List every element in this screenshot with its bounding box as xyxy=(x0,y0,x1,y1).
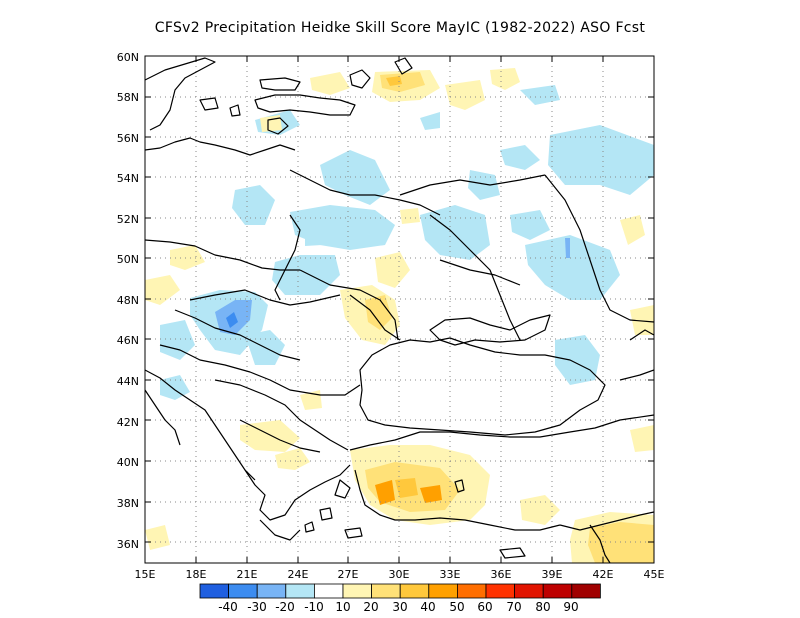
lon-tick-label: 21E xyxy=(237,568,258,581)
lat-labels: 36N 38N 40N 42N 44N 46N 48N 50N 52N 54N … xyxy=(117,51,139,551)
colorbar-label: -20 xyxy=(275,600,295,614)
colorbar-swatch xyxy=(342,583,373,599)
lat-tick-label: 58N xyxy=(117,91,139,104)
lon-labels: 15E 18E 21E 24E 27E 30E 33E 36E 39E 42E … xyxy=(135,568,665,581)
colorbar-label: 30 xyxy=(392,600,407,614)
colorbar-swatch xyxy=(542,583,573,599)
colorbar-swatch xyxy=(399,583,430,599)
lat-tick-label: 44N xyxy=(117,375,139,388)
colorbar-swatch xyxy=(313,583,344,599)
lat-tick-label: 52N xyxy=(117,213,139,226)
colorbar-swatch xyxy=(571,583,601,599)
lat-tick-label: 60N xyxy=(117,51,139,64)
lon-tick-label: 39E xyxy=(542,568,563,581)
lat-tick-label: 36N xyxy=(117,538,139,551)
colorbar-swatch xyxy=(514,583,544,599)
colorbar-swatch xyxy=(371,583,401,599)
lon-tick-label: 36E xyxy=(491,568,512,581)
positive-skill-core xyxy=(365,72,654,563)
colorbar-label: 10 xyxy=(335,600,350,614)
lat-tick-label: 42N xyxy=(117,416,139,429)
lat-tick-label: 38N xyxy=(117,497,139,510)
colorbar-label: 40 xyxy=(420,600,435,614)
colorbar-swatch xyxy=(428,583,458,599)
colorbar-label: -30 xyxy=(247,600,267,614)
colorbar-labels: -40 -30 -20 -10 10 20 30 40 50 60 70 80 … xyxy=(218,600,578,614)
colorbar-swatch xyxy=(456,583,487,599)
colorbar-swatch xyxy=(285,583,315,599)
skill-shading xyxy=(145,68,654,563)
negative-skill-core xyxy=(215,238,570,335)
lat-tick-label: 54N xyxy=(117,172,139,185)
coastlines-borders xyxy=(145,57,654,563)
lon-tick-label: 27E xyxy=(338,568,359,581)
colorbar-label: 70 xyxy=(506,600,521,614)
colorbar xyxy=(199,583,601,599)
colorbar-label: -40 xyxy=(218,600,238,614)
lat-tick-label: 56N xyxy=(117,132,139,145)
lon-tick-label: 45E xyxy=(644,568,665,581)
colorbar-swatch xyxy=(256,583,287,599)
colorbar-label: 50 xyxy=(449,600,464,614)
lat-tick-label: 46N xyxy=(117,334,139,347)
lon-tick-label: 24E xyxy=(288,568,309,581)
lon-tick-label: 18E xyxy=(186,568,207,581)
negative-skill-patches xyxy=(160,85,654,400)
lon-tick-label: 15E xyxy=(135,568,156,581)
colorbar-label: -10 xyxy=(304,600,324,614)
lat-tick-label: 48N xyxy=(117,294,139,307)
tick-marks xyxy=(144,55,655,563)
colorbar-swatch xyxy=(199,583,230,599)
lat-tick-label: 50N xyxy=(117,253,139,266)
lon-tick-label: 30E xyxy=(389,568,410,581)
lon-tick-label: 33E xyxy=(440,568,461,581)
lat-tick-label: 40N xyxy=(117,456,139,469)
colorbar-swatch xyxy=(485,583,516,599)
colorbar-label: 60 xyxy=(477,600,492,614)
colorbar-label: 80 xyxy=(535,600,550,614)
colorbar-swatch xyxy=(228,583,258,599)
colorbar-label: 20 xyxy=(363,600,378,614)
colorbar-label: 90 xyxy=(563,600,578,614)
lon-tick-label: 42E xyxy=(593,568,614,581)
map-title: CFSv2 Precipitation Heidke Skill Score M… xyxy=(154,20,646,36)
